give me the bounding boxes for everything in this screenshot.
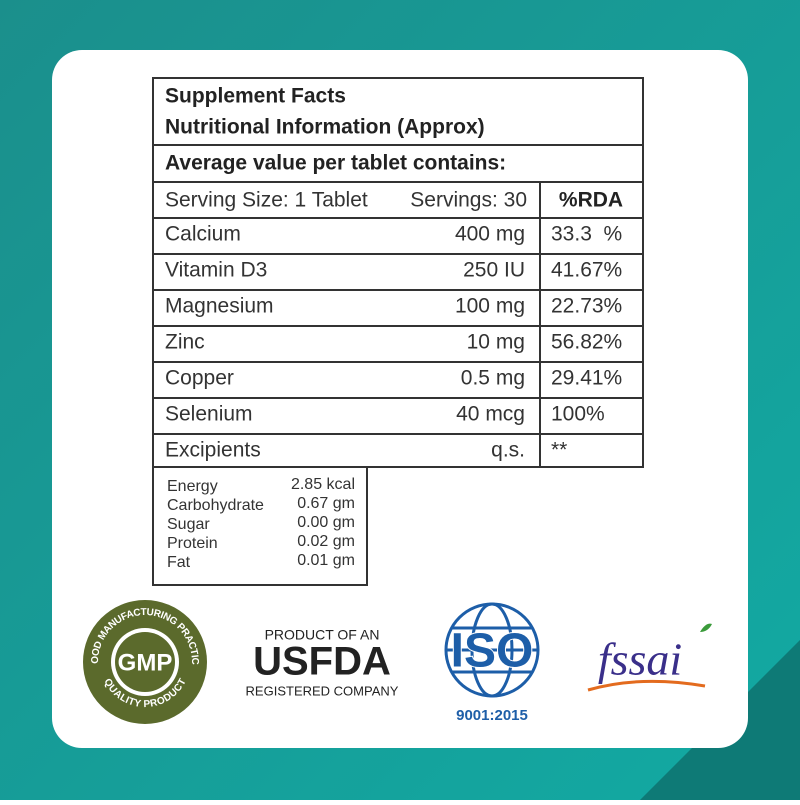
note: Average value per tablet contains:	[165, 152, 506, 175]
iso-main: ISO	[451, 625, 534, 678]
fssai-leaf	[700, 623, 712, 632]
energy-value: 0.00 gm	[297, 514, 355, 531]
nutrient-rda: 29.41%	[551, 367, 622, 390]
energy-label: Sugar	[167, 516, 210, 533]
energy-label: Energy	[167, 478, 218, 495]
servings: Servings: 30	[410, 189, 527, 212]
nutrient-rda: 33.3 %	[551, 223, 622, 246]
nutrient-name: Zinc	[165, 331, 205, 354]
nutrient-rda: 100%	[551, 403, 605, 426]
nutrient-amount: 40 mcg	[456, 403, 525, 426]
fssai-swoosh	[587, 679, 706, 692]
title: Supplement Facts	[165, 85, 346, 108]
nutrient-amount: q.s.	[491, 439, 525, 462]
nutrient-amount: 100 mg	[455, 295, 525, 318]
nutrient-name: Vitamin D3	[165, 259, 267, 282]
facts-table	[152, 77, 644, 586]
nutrient-amount: 10 mg	[467, 331, 525, 354]
iso-standard: 9001:2015	[456, 707, 528, 724]
nutrient-amount: 250 IU	[463, 259, 525, 282]
subtitle: Nutritional Information (Approx)	[165, 116, 485, 139]
serving-size: Serving Size: 1 Tablet	[165, 189, 368, 212]
energy-value: 2.85 kcal	[291, 476, 355, 493]
gmp-center: GMP	[118, 649, 173, 676]
nutrient-amount: 400 mg	[455, 223, 525, 246]
nutrient-rda: 56.82%	[551, 331, 622, 354]
nutrient-name: Copper	[165, 367, 234, 390]
nutrient-name: Calcium	[165, 223, 241, 246]
energy-value: 0.67 gm	[297, 495, 355, 512]
usfda-main: USFDA	[253, 640, 391, 684]
fssai-logo: fssai	[598, 634, 682, 685]
energy-label: Fat	[167, 554, 191, 571]
nutrient-rda: 22.73%	[551, 295, 622, 318]
nutrient-rda: 41.67%	[551, 259, 622, 282]
nutrient-rda: **	[551, 439, 567, 462]
iso-badge	[444, 602, 540, 698]
nutrient-name: Selenium	[165, 403, 253, 426]
nutrient-name: Excipients	[165, 439, 261, 462]
energy-label: Carbohydrate	[167, 497, 264, 514]
rda-header: %RDA	[559, 189, 623, 212]
energy-value: 0.01 gm	[297, 552, 355, 569]
energy-value: 0.02 gm	[297, 533, 355, 550]
usfda-top: PRODUCT OF AN	[265, 627, 380, 643]
usfda-bottom: REGISTERED COMPANY	[246, 683, 399, 698]
energy-label: Protein	[167, 535, 218, 552]
nutrient-amount: 0.5 mg	[461, 367, 525, 390]
nutrient-name: Magnesium	[165, 295, 274, 318]
